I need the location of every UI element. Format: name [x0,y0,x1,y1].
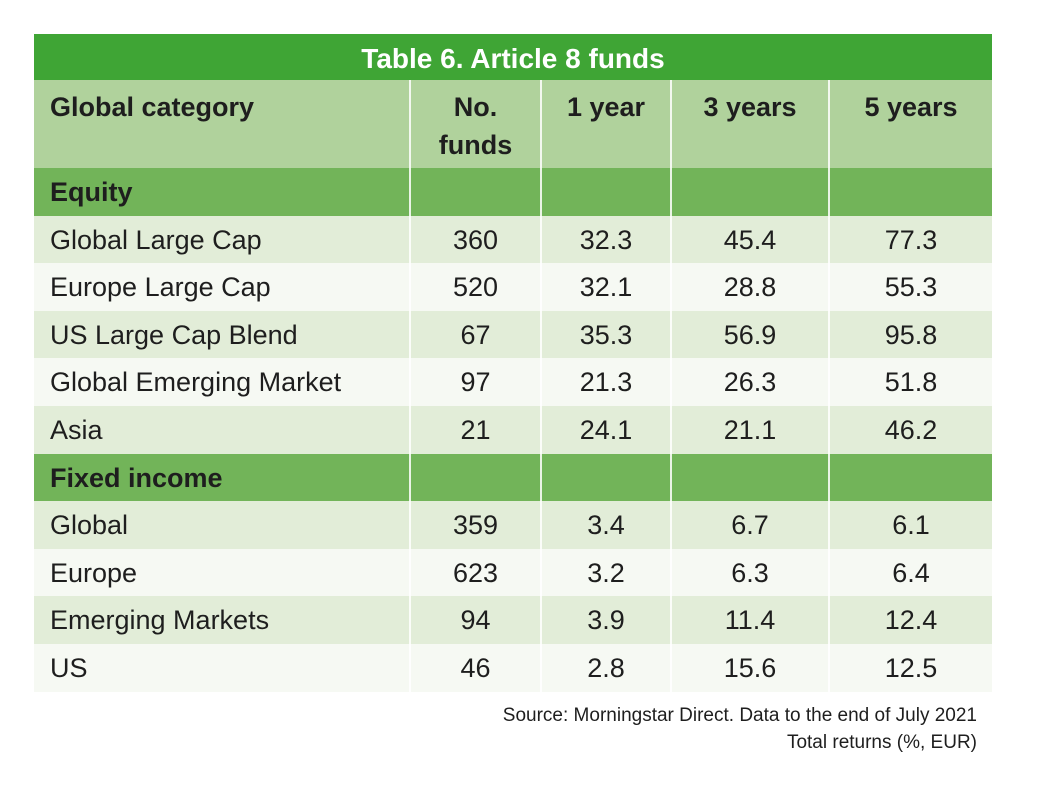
table-row: Asia 21 24.1 21.1 46.2 [34,405,992,454]
section-cell [830,454,992,502]
category-cell: Global [34,501,411,549]
category-cell: Asia [34,405,411,454]
value-cell: 35.3 [542,310,672,359]
value-cell: 67 [411,310,542,359]
value-cell: 97 [411,358,542,406]
article-8-funds-table: Table 6. Article 8 funds Global category… [34,34,992,692]
header-label: No. funds [438,92,513,160]
value-cell: 12.4 [884,605,938,636]
section-cell [672,168,830,216]
value-cell: 46.2 [884,414,938,445]
value-cell: 51.8 [884,367,938,398]
section-cell [542,168,672,216]
units-note: Total returns (%, EUR) [786,732,977,753]
source-note: Source: Morningstar Direct. Data to the … [503,702,977,756]
table-row: Emerging Markets 94 3.9 11.4 12.4 [34,596,992,644]
header-cell: Global category [34,80,411,168]
category-cell: Europe [34,548,411,597]
value-cell: 15.6 [672,643,830,692]
value-cell: 26.3 [672,358,830,406]
table-row: Global Large Cap 360 32.3 45.4 77.3 [34,215,992,264]
header-cell: 1 year [542,80,672,168]
value-cell: 21 [411,405,542,454]
value-cell: 6.3 [672,548,830,597]
section-label: Equity [34,168,411,216]
header-cell: 3 years [672,80,830,168]
header-cell: No. funds [411,80,542,168]
category-cell: Emerging Markets [34,596,411,644]
value-cell: 520 [411,263,542,311]
value-cell: 11.4 [672,596,830,644]
value-cell: 6.4 [892,557,930,588]
section-cell [411,453,542,502]
value-cell: 24.1 [542,405,672,454]
table-title: Table 6. Article 8 funds [34,34,992,80]
value-cell: 21.3 [542,358,672,406]
value-cell: 28.8 [672,263,830,311]
value-cell: 45.4 [672,215,830,264]
value-cell: 3.4 [542,501,672,549]
value-cell: 77.3 [884,224,938,255]
section-row: Equity [34,168,992,216]
table-body: Equity Global Large Cap 360 32.3 45.4 77.3 Eur… [34,168,992,692]
value-cell: 56.9 [672,310,830,359]
value-cell: 94 [411,596,542,644]
value-cell: 623 [411,548,542,597]
value-cell: 21.1 [672,405,830,454]
section-cell [830,168,992,216]
section-cell [411,168,542,216]
table-row: Europe 623 3.2 6.3 6.4 [34,548,992,597]
category-cell: US [34,643,411,692]
source-text: Source: Morningstar Direct. Data to the … [502,705,977,726]
section-cell [542,453,672,502]
section-cell [672,453,830,502]
category-cell: Global Emerging Market [34,358,411,406]
category-cell: US Large Cap Blend [34,310,411,359]
value-cell: 95.8 [884,319,938,350]
section-label: Fixed income [34,453,411,502]
value-cell: 32.3 [542,215,672,264]
value-cell: 3.9 [542,596,672,644]
category-cell: Europe Large Cap [34,263,411,311]
value-cell: 6.7 [672,501,830,549]
value-cell: 32.1 [542,263,672,311]
value-cell: 360 [411,215,542,264]
table-row: Global Emerging Market 97 21.3 26.3 51.8 [34,358,992,406]
value-cell: 6.1 [892,510,930,541]
value-cell: 3.2 [542,548,672,597]
table-row: US 46 2.8 15.6 12.5 [34,643,992,692]
value-cell: 2.8 [542,643,672,692]
table-row: US Large Cap Blend 67 35.3 56.9 95.8 [34,310,992,359]
section-row: Fixed income [34,453,992,502]
category-cell: Global Large Cap [34,215,411,264]
value-cell: 12.5 [884,652,938,683]
table-row: Europe Large Cap 520 32.1 28.8 55.3 [34,263,992,311]
header-cell: 5 years [864,92,958,122]
table-row: Global 359 3.4 6.7 6.1 [34,501,992,549]
value-cell: 55.3 [884,272,938,303]
value-cell: 359 [411,501,542,549]
value-cell: 46 [411,643,542,692]
header-row: Global category No. funds 1 year 3 years… [34,80,992,168]
